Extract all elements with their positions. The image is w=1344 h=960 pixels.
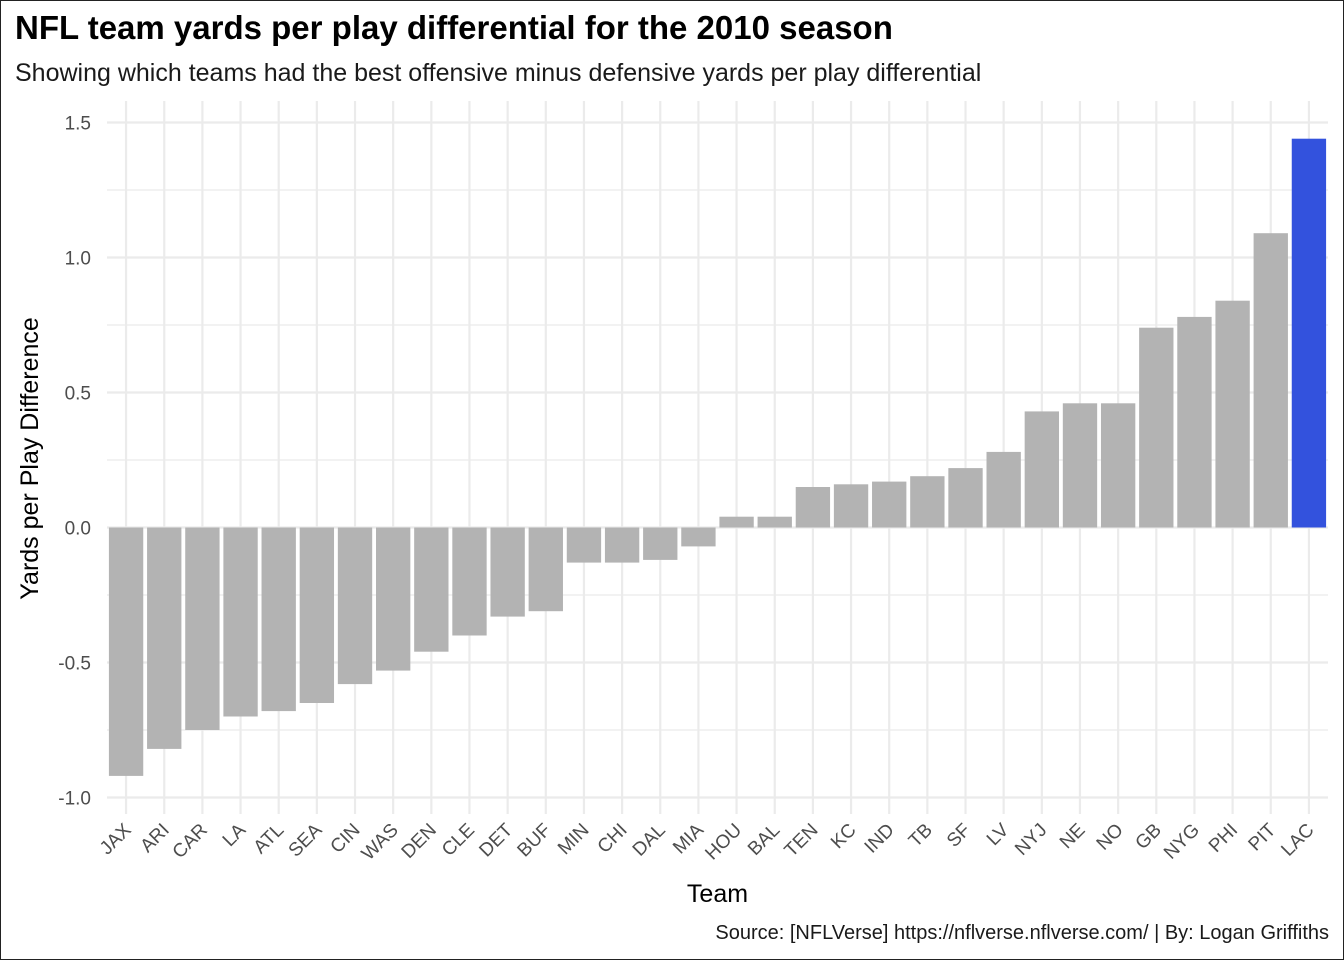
x-tick-label: TEN	[781, 820, 823, 862]
bar-phi	[1215, 300, 1250, 528]
x-tick-label: LAC	[1277, 820, 1318, 861]
x-tick-label: CHI	[594, 820, 632, 858]
x-tick-label: PIT	[1245, 819, 1281, 855]
x-tick-label: NO	[1093, 820, 1128, 855]
x-tick-label: LV	[983, 819, 1014, 850]
y-tick-label: 1.0	[65, 249, 91, 270]
x-tick-label: SEA	[285, 819, 327, 861]
x-tick-label: TB	[905, 820, 937, 852]
bar-pit	[1253, 233, 1288, 528]
bar-lv	[986, 451, 1021, 528]
bar-jax	[108, 527, 144, 776]
x-tick-label: SF	[943, 820, 975, 852]
x-tick-label: NE	[1056, 820, 1090, 854]
x-tick-label: LA	[219, 819, 251, 851]
y-tick-label: 0.0	[65, 519, 91, 540]
bar-sea	[299, 527, 335, 703]
bar-ne	[1062, 403, 1098, 528]
x-tick-label: CAR	[169, 820, 212, 863]
bar-dal	[643, 527, 678, 560]
bar-hou	[719, 516, 754, 528]
bar-atl	[261, 527, 296, 712]
bar-min	[566, 527, 602, 563]
x-tick-label: DAL	[629, 820, 670, 861]
x-tick-label: BUF	[514, 820, 556, 862]
x-tick-label: DET	[475, 819, 517, 861]
bar-bal	[757, 516, 792, 528]
bar-nyg	[1177, 316, 1212, 528]
x-axis-title: Team	[687, 880, 748, 908]
x-tick-label: ARI	[137, 820, 174, 857]
x-tick-label: KC	[827, 820, 861, 854]
y-tick-labels: -1.0 -0.5 0.0 0.5 1.0 1.5	[58, 114, 91, 810]
x-tick-label: PHI	[1205, 820, 1242, 857]
x-tick-label: NYG	[1160, 820, 1204, 864]
bar-no	[1100, 403, 1136, 528]
bar-mia	[681, 527, 716, 547]
chart-title: NFL team yards per play differential for…	[15, 9, 893, 46]
y-axis-title: Yards per Play Difference	[16, 317, 44, 600]
y-tick-label: 1.5	[65, 114, 91, 135]
x-tick-label: MIN	[554, 820, 593, 859]
y-tick-label: -1.0	[58, 789, 91, 810]
bar-cin	[337, 527, 373, 685]
x-tick-label: HOU	[701, 820, 746, 865]
source-caption: Source: [NFLVerse] https://nflverse.nflv…	[715, 922, 1329, 944]
bar-chi	[604, 527, 640, 563]
x-tick-label: ATL	[250, 820, 288, 858]
bar-cle	[452, 527, 487, 636]
x-tick-label: IND	[861, 820, 899, 858]
x-tick-label: BAL	[744, 820, 784, 860]
bar-gb	[1139, 327, 1174, 528]
bar-layer	[108, 138, 1327, 776]
bar-nyj	[1024, 411, 1059, 528]
y-tick-label: 0.5	[65, 384, 91, 405]
bar-sf	[948, 468, 983, 528]
x-tick-label: JAX	[96, 819, 136, 859]
chart-subtitle: Showing which teams had the best offensi…	[15, 59, 982, 87]
x-tick-label: CLE	[438, 820, 479, 861]
x-tick-label: MIA	[669, 819, 708, 858]
bar-tb	[910, 476, 945, 528]
bar-lac	[1291, 138, 1327, 528]
bar-det	[490, 527, 525, 617]
bar-kc	[833, 484, 869, 528]
x-tick-label: WAS	[358, 820, 403, 865]
bar-ten	[795, 487, 831, 528]
x-tick-label: NYJ	[1011, 820, 1051, 860]
bar-buf	[528, 527, 563, 612]
y-tick-label: -0.5	[58, 654, 91, 675]
x-tick-label: DEN	[398, 820, 441, 863]
bar-ari	[147, 527, 182, 749]
bar-ind	[872, 481, 907, 528]
bar-la	[223, 527, 258, 717]
bar-den	[414, 527, 449, 652]
bar-car	[185, 527, 220, 730]
bar-was	[376, 527, 411, 671]
